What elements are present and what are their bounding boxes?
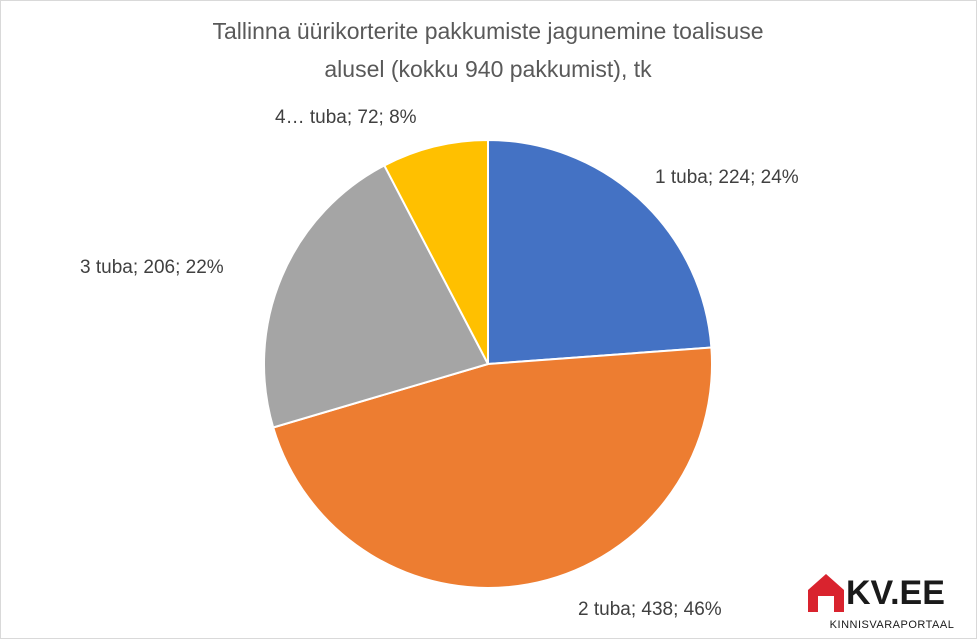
data-label: 1 tuba; 224; 24% [655,167,799,188]
data-label: 2 tuba; 438; 46% [578,599,722,620]
logo-tagline: KINNISVARAPORTAAL [830,619,955,631]
logo: KV.EE KINNISVARAPORTAAL [808,574,954,631]
pie-slice [263,164,490,429]
logo-icon [808,574,844,612]
logo-name: KV.EE [846,574,945,612]
chart-title: alusel (kokku 940 pakkumist), tk [324,56,652,82]
chart-title: Tallinna üürikorterite pakkumiste jagune… [212,18,763,44]
pie-slice [382,138,489,365]
data-label: 3 tuba; 206; 22% [80,257,224,278]
pie-slice [271,346,713,589]
data-label: 4… tuba; 72; 8% [275,107,417,128]
pie-slice [487,138,713,366]
